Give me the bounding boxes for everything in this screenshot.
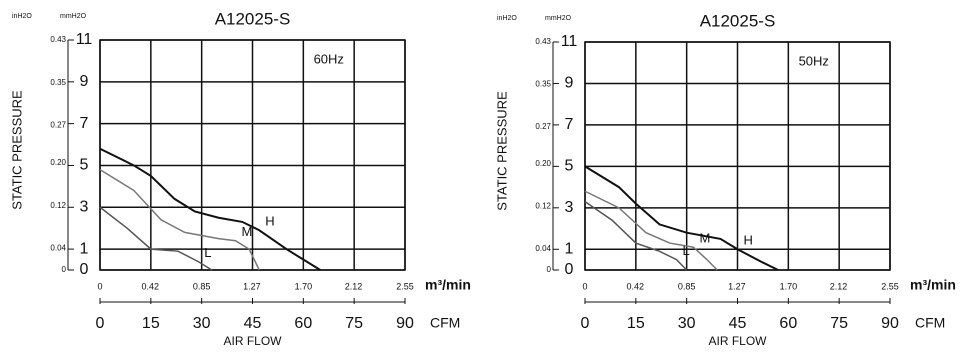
x-tick-label: 0 (96, 315, 105, 332)
y2-tick-label: 0.27 (535, 122, 551, 131)
y2-tick-label: 0 (547, 265, 552, 274)
y2-tick-label: 0.12 (535, 201, 551, 210)
x2-tick-label: 0.42 (626, 281, 644, 291)
y-tick-label: 5 (80, 157, 89, 174)
x-tick-label: 75 (830, 315, 848, 332)
y2-tick-label: 0.43 (535, 37, 551, 46)
y-tick-label: 1 (80, 240, 89, 257)
y-axis-label: STATIC PRESSURE (9, 90, 24, 210)
chart-title: A12025-S (700, 11, 776, 30)
y-unit: mmH2O (545, 15, 572, 22)
x-axis-label: AIR FLOW (223, 334, 282, 348)
y2-tick-label: 0.04 (50, 244, 66, 253)
x-tick-label: 75 (345, 315, 363, 332)
y-axis-label: STATIC PRESSURE (494, 91, 509, 211)
y-tick-label: 0 (80, 261, 89, 278)
y2-tick-label: 0.20 (535, 159, 551, 168)
x2-unit: m³/min (910, 277, 956, 293)
x2-tick-label: 0 (97, 281, 102, 291)
y-unit: inH2O (497, 15, 517, 22)
y-tick-label: 0 (565, 261, 574, 278)
curve (99, 168, 260, 271)
x2-tick-label: 0 (582, 281, 587, 291)
plot-border (99, 39, 406, 271)
y2-tick-label: 0.35 (535, 80, 551, 89)
y-unit: inH2O (12, 13, 32, 20)
x-unit: CFM (915, 315, 945, 331)
x2-tick-label: 1.27 (728, 281, 746, 291)
x-tick-label: 60 (779, 315, 797, 332)
y2-tick-label: 0.20 (50, 158, 66, 167)
curve-label: H (265, 214, 274, 229)
x-tick-label: 30 (678, 315, 696, 332)
x2-tick-label: 2.12 (345, 281, 363, 291)
x2-tick-label: 0.42 (141, 281, 159, 291)
y2-tick-label: 0.04 (535, 244, 551, 253)
plot-border (584, 41, 891, 271)
annotation: 50Hz (799, 53, 829, 68)
curve-label: L (204, 245, 211, 260)
curve (99, 147, 321, 271)
x2-tick-label: 2.12 (830, 281, 848, 291)
x-tick-label: 15 (142, 315, 160, 332)
x-tick-label: 15 (627, 315, 645, 332)
x-unit: CFM (430, 315, 460, 331)
y-tick-label: 9 (565, 75, 574, 92)
x2-tick-label: 2.55 (881, 281, 899, 291)
x2-tick-label: 1.70 (780, 281, 798, 291)
curve (584, 190, 718, 271)
x-tick-label: 90 (881, 315, 899, 332)
y-unit: mmH2O (60, 13, 87, 20)
curve (584, 165, 779, 271)
x2-tick-label: 1.70 (295, 281, 313, 291)
y-tick-label: 9 (80, 73, 89, 90)
y2-tick-label: 0.35 (50, 78, 66, 87)
x-axis-label: AIR FLOW (708, 334, 767, 348)
y2-tick-label: 0.12 (50, 201, 66, 210)
curve-label: H (744, 233, 753, 248)
y-tick-label: 3 (565, 199, 574, 216)
y2-tick-label: 0.43 (50, 35, 66, 44)
y2-tick-label: 0.27 (50, 121, 66, 130)
x-tick-label: 45 (729, 315, 747, 332)
x-tick-label: 90 (396, 315, 414, 332)
annotation: 60Hz (314, 51, 344, 66)
curve (99, 206, 213, 271)
y-tick-label: 7 (565, 116, 574, 133)
y-tick-label: 7 (80, 115, 89, 132)
x-tick-label: 45 (244, 315, 262, 332)
curve-label: M (242, 224, 253, 239)
x2-tick-label: 0.85 (678, 281, 696, 291)
x2-tick-label: 1.27 (243, 281, 261, 291)
y-tick-label: 11 (76, 31, 93, 48)
curve-label: L (683, 243, 690, 258)
x2-tick-label: 2.55 (396, 281, 414, 291)
y-tick-label: 1 (565, 240, 574, 257)
chart-title: A12025-S (215, 9, 291, 28)
y2-tick-label: 0 (62, 265, 67, 274)
x2-tick-label: 0.85 (193, 281, 211, 291)
y-tick-label: 3 (80, 198, 89, 215)
y-tick-label: 11 (561, 33, 578, 50)
curve-label: M (699, 231, 710, 246)
x-tick-label: 60 (294, 315, 312, 332)
y-tick-label: 5 (565, 158, 574, 175)
x2-unit: m³/min (425, 277, 471, 293)
curve (584, 200, 688, 271)
x-tick-label: 30 (193, 315, 211, 332)
x-tick-label: 0 (581, 315, 590, 332)
